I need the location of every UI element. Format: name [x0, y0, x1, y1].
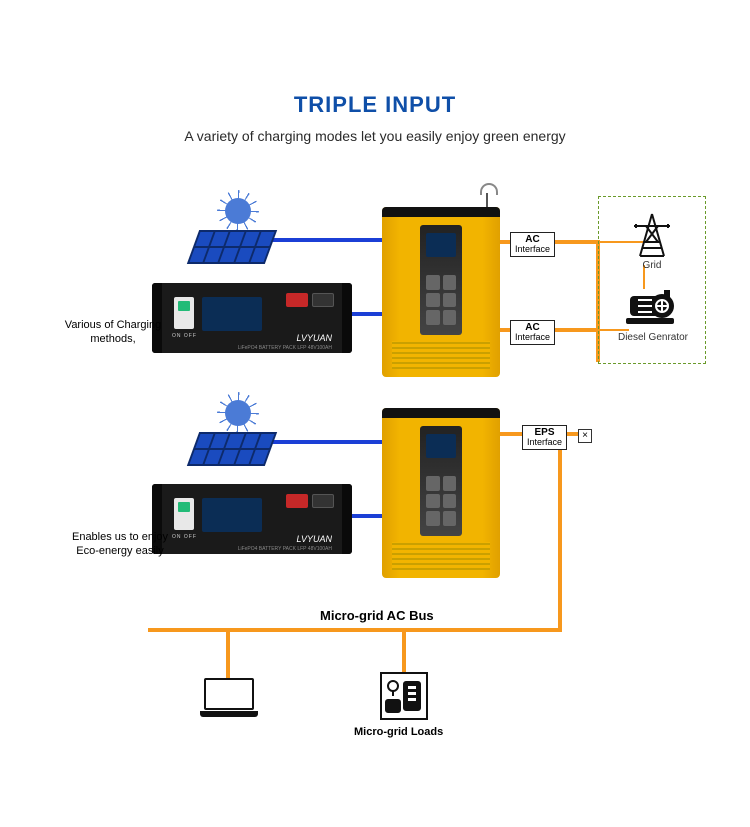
battery-model: LiFePO4 BATTERY PACK LFP 48V100AH: [238, 546, 332, 552]
battery-terminal-neg: [312, 293, 334, 307]
ac-interface-label-1: ACInterface: [510, 232, 555, 257]
diesel-generator-icon: [624, 286, 680, 330]
inverter-panel: [420, 426, 462, 536]
eps-interface-label: EPSInterface: [522, 425, 567, 450]
ac-interface-label-2: ACInterface: [510, 320, 555, 345]
wifi-antenna-icon: [486, 193, 488, 207]
inverter-panel: [420, 225, 462, 335]
disconnect-icon: ×: [578, 429, 592, 443]
battery-brand: LVYUAN: [296, 534, 332, 544]
battery-terminal-neg: [312, 494, 334, 508]
microgrid-bus-label: Micro-grid AC Bus: [320, 608, 434, 623]
grid-tower-icon: [632, 212, 672, 258]
microgrid-loads-icon: [380, 672, 428, 720]
solar-panel-2: [193, 432, 303, 466]
solar-panel-1: [193, 230, 303, 264]
battery-breaker-icon: [174, 498, 194, 530]
grid-label: Grid: [632, 260, 672, 271]
battery-lcd: [202, 498, 262, 532]
sun-icon: [225, 400, 251, 426]
caption-charging-methods: Various of Chargingmethods,: [58, 318, 168, 347]
battery-lcd: [202, 297, 262, 331]
battery-pack-2: ON OFF LVYUAN LiFePO4 BATTERY PACK LFP 4…: [152, 484, 352, 554]
battery-brand: LVYUAN: [296, 333, 332, 343]
pv-array-icon: [187, 230, 277, 264]
battery-breaker-icon: [174, 297, 194, 329]
pv-array-icon: [187, 432, 277, 466]
inverter-lcd: [426, 233, 456, 257]
battery-model: LiFePO4 BATTERY PACK LFP 48V100AH: [238, 345, 332, 351]
inverter-1: [382, 207, 500, 377]
inverter-lcd: [426, 434, 456, 458]
sun-icon: [225, 198, 251, 224]
battery-onoff-label: ON OFF: [172, 333, 197, 339]
diesel-label: Diesel Genrator: [606, 332, 700, 343]
microgrid-loads-label: Micro-grid Loads: [354, 726, 443, 738]
battery-terminal-pos: [286, 494, 308, 508]
inverter-2: [382, 408, 500, 578]
caption-eco-energy: Enables us to enjoyEco-energy easily: [60, 530, 180, 559]
laptop-icon: [204, 678, 254, 717]
battery-pack-1: ON OFF LVYUAN LiFePO4 BATTERY PACK LFP 4…: [152, 283, 352, 353]
battery-terminal-pos: [286, 293, 308, 307]
wiring-layer: [0, 0, 750, 827]
